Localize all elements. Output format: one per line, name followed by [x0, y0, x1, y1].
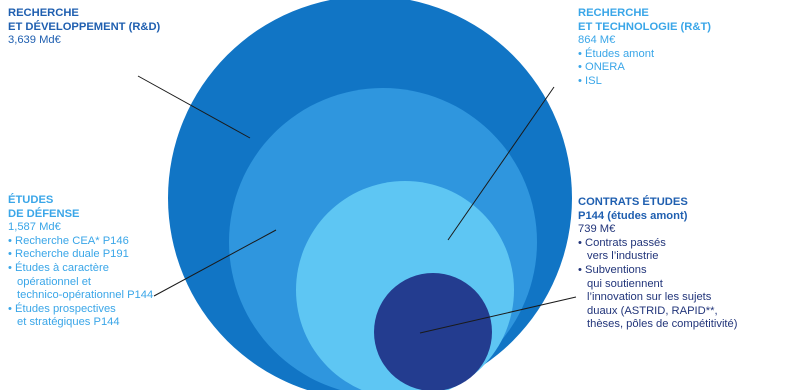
- contrats-item-continued: l’innovation sur les sujets: [587, 291, 712, 304]
- contrats-item-continued: vers l’industrie: [587, 250, 659, 263]
- etudes-item-continued: et stratégiques P144: [17, 316, 120, 329]
- leader-line-rd: [137, 75, 251, 139]
- etudes-item-continued: opérationnel et: [17, 275, 92, 288]
- leader-line-etudes: [153, 229, 277, 297]
- contrats-item: • Contrats passés: [578, 236, 666, 249]
- contrats-item-continued: qui soutiennent: [587, 277, 663, 290]
- leader-line-rt: [447, 86, 555, 241]
- contrats-item-continued: duaux (ASTRID, RAPID**,: [587, 304, 718, 317]
- rt-amount: 864 M€: [578, 34, 616, 47]
- etudes-item: • Recherche CEA* P146: [8, 234, 129, 247]
- leader-line-contrats: [419, 296, 577, 334]
- rt-item: • ONERA: [578, 61, 625, 74]
- label-etudes-defense: ÉTUDES DE DÉFENSE 1,587 Md€ • Recherche …: [8, 194, 153, 330]
- etudes-item-continued: technico-opérationnel P144: [17, 289, 154, 302]
- contrats-item-continued: thèses, pôles de compétitivité): [587, 318, 738, 331]
- label-recherche-technologie: RECHERCHE ET TECHNOLOGIE (R&T) 864 M€ • …: [578, 7, 711, 89]
- rt-item: • Études amont: [578, 47, 655, 60]
- rd-amount: 3,639 Md€: [8, 34, 61, 47]
- label-contrats-etudes: CONTRATS ÉTUDES P144 (études amont) 739 …: [578, 196, 738, 332]
- rt-title-line1: RECHERCHE: [578, 7, 649, 19]
- label-recherche-developpement: RECHERCHE ET DÉVELOPPEMENT (R&D) 3,639 M…: [8, 7, 160, 48]
- contrats-title-line2: P144 (études amont): [578, 209, 688, 222]
- inner-circle-contrats: [374, 273, 492, 390]
- rd-title-line2: ET DÉVELOPPEMENT (R&D): [8, 20, 161, 33]
- rd-title-line1: RECHERCHE: [8, 7, 79, 19]
- rt-title-line2: ET TECHNOLOGIE (R&T): [578, 20, 711, 33]
- etudes-title-line2: DE DÉFENSE: [8, 207, 80, 220]
- contrats-item: • Subventions: [578, 263, 647, 276]
- etudes-item: • Études à caractère: [8, 261, 109, 274]
- contrats-title-line1: CONTRATS ÉTUDES: [578, 196, 688, 208]
- rt-item: • ISL: [578, 74, 602, 87]
- contrats-amount: 739 M€: [578, 223, 616, 236]
- etudes-item: • Études prospectives: [8, 302, 116, 315]
- etudes-amount: 1,587 Md€: [8, 221, 61, 234]
- etudes-title-line1: ÉTUDES: [8, 194, 54, 206]
- etudes-item: • Recherche duale P191: [8, 248, 129, 261]
